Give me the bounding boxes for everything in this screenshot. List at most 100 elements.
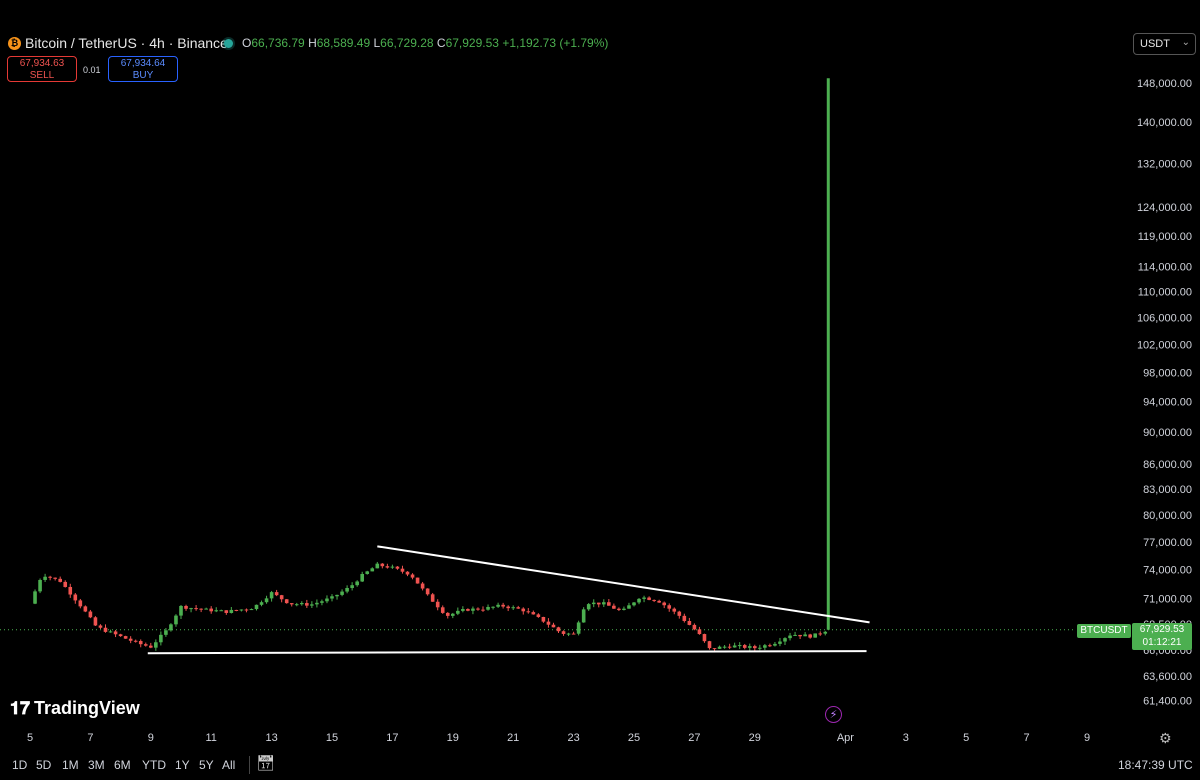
timeframe-button-6m[interactable]: 6M	[114, 758, 131, 772]
y-tick-label: 74,000.00	[1143, 565, 1192, 577]
candle-body	[325, 598, 329, 602]
candle-body	[128, 638, 133, 641]
trendline	[377, 545, 870, 624]
candle-body	[78, 600, 83, 607]
candle-body	[390, 566, 395, 568]
price-chart[interactable]: 148,000.00 140,000.00 132,000.00 124,000.00…	[0, 0, 1200, 750]
bitcoin-icon: ₿	[8, 37, 21, 50]
buy-price: 67,934.64	[120, 58, 166, 69]
candle-body	[149, 645, 153, 648]
candle-body	[717, 646, 722, 649]
low-value: 66,729.28	[380, 36, 434, 50]
buy-button[interactable]: 67,934.64 BUY	[108, 56, 178, 82]
candle-body	[430, 594, 435, 602]
candle-body	[249, 609, 254, 611]
y-tick-label: 86,000.00	[1143, 459, 1192, 471]
candle-body	[355, 581, 359, 586]
candle-body	[823, 631, 828, 634]
timeframe-button-ytd[interactable]: YTD	[142, 758, 166, 772]
x-tick-label: 23	[567, 732, 579, 744]
timeframe-button-3m[interactable]: 3M	[88, 758, 105, 772]
candle-body	[88, 611, 93, 618]
candle-body	[214, 610, 219, 612]
currency-select[interactable]: USDT ⌄	[1133, 33, 1196, 55]
candles	[33, 78, 830, 652]
calendar-icon[interactable]: 📅︎	[256, 755, 276, 772]
tradingview-logo[interactable]: 𝟏𝟕 TradingView	[10, 698, 140, 719]
candle-body	[667, 605, 672, 609]
candle-body	[521, 608, 526, 612]
currency-value: USDT	[1140, 38, 1170, 50]
x-tick-label: 19	[447, 732, 459, 744]
trendlines	[147, 545, 870, 655]
y-tick-label: 119,000.00	[1138, 231, 1192, 243]
symbol-title[interactable]: Bitcoin / TetherUS · 4h · Binance	[25, 35, 228, 51]
candle-body	[732, 645, 737, 648]
candle-body	[818, 633, 823, 635]
x-tick-label: 11	[205, 732, 216, 744]
candle-body	[174, 615, 178, 625]
candle-body	[581, 609, 586, 623]
x-tick-label: 13	[265, 732, 277, 744]
symbol-price-label: BTCUSDT	[1077, 624, 1131, 638]
candle-body	[687, 621, 692, 625]
candle-body	[43, 576, 47, 580]
gear-icon[interactable]: ⚙	[1159, 730, 1172, 746]
candle-body	[279, 595, 284, 600]
y-tick-label: 114,000.00	[1138, 261, 1192, 273]
last-price-value: 67,929.53	[1139, 624, 1185, 635]
candle-body	[300, 603, 304, 605]
candle-body	[118, 634, 123, 637]
timeframe-button-all[interactable]: All	[222, 758, 236, 772]
candle-body	[778, 641, 782, 644]
y-tick-label: 140,000.00	[1137, 117, 1192, 129]
candle-body	[536, 614, 541, 617]
candle-body	[747, 646, 752, 648]
candle-body	[546, 621, 551, 625]
candle-body	[269, 592, 274, 599]
sell-button[interactable]: 67,934.63 SELL	[7, 56, 77, 82]
candle-body	[38, 579, 42, 592]
candle-body	[330, 596, 334, 599]
candle-body	[179, 605, 183, 616]
logo-text: TradingView	[34, 698, 140, 718]
candle-body	[808, 634, 812, 638]
candle-body	[481, 609, 485, 611]
candle-body	[264, 598, 269, 603]
open-label: O	[242, 36, 252, 50]
candle-body	[561, 631, 566, 634]
candle-body	[466, 609, 470, 611]
candle-body	[73, 594, 78, 601]
toolbar-divider	[249, 756, 250, 774]
candle-body	[219, 610, 224, 612]
candle-body	[199, 608, 203, 610]
bar-countdown: 01:12:21	[1142, 637, 1182, 648]
timeframe-button-1y[interactable]: 1Y	[175, 758, 190, 772]
candle-body	[798, 634, 802, 637]
candle-body	[727, 646, 732, 648]
candle-body	[788, 635, 792, 639]
tradingview-logo-icon: 𝟏𝟕	[10, 698, 31, 718]
x-tick-label: 3	[903, 732, 909, 744]
candle-body	[123, 636, 128, 639]
utc-clock[interactable]: 18:47:39 UTC	[1118, 758, 1193, 772]
chart-header: ₿ Bitcoin / TetherUS · 4h · Binance O 66,…	[0, 0, 1200, 82]
candle-body	[501, 604, 505, 607]
timeframe-button-1d[interactable]: 1D	[12, 758, 28, 772]
chevron-down-icon: ⌄	[1181, 37, 1190, 48]
timeframe-button-1m[interactable]: 1M	[62, 758, 79, 772]
candle-body	[712, 648, 717, 650]
price-axis: 148,000.00 140,000.00 132,000.00 124,000.00…	[1137, 78, 1192, 708]
timeframe-button-5d[interactable]: 5D	[36, 758, 52, 772]
candle-body	[108, 631, 113, 633]
timeframe-button-5y[interactable]: 5Y	[199, 758, 214, 772]
candle-body	[440, 607, 445, 613]
candle-body	[420, 583, 425, 589]
candle-body	[652, 599, 656, 601]
candle-body	[702, 634, 707, 642]
bolt-icon[interactable]: ⚡	[825, 706, 842, 723]
time-axis: 5 7 9 11 13 15 17 19 21 23 25 27 29 Apr 3 5 7 9	[27, 732, 1090, 744]
sell-label: SELL	[29, 70, 55, 81]
candle-body	[224, 610, 229, 613]
high-label: H	[308, 36, 317, 50]
